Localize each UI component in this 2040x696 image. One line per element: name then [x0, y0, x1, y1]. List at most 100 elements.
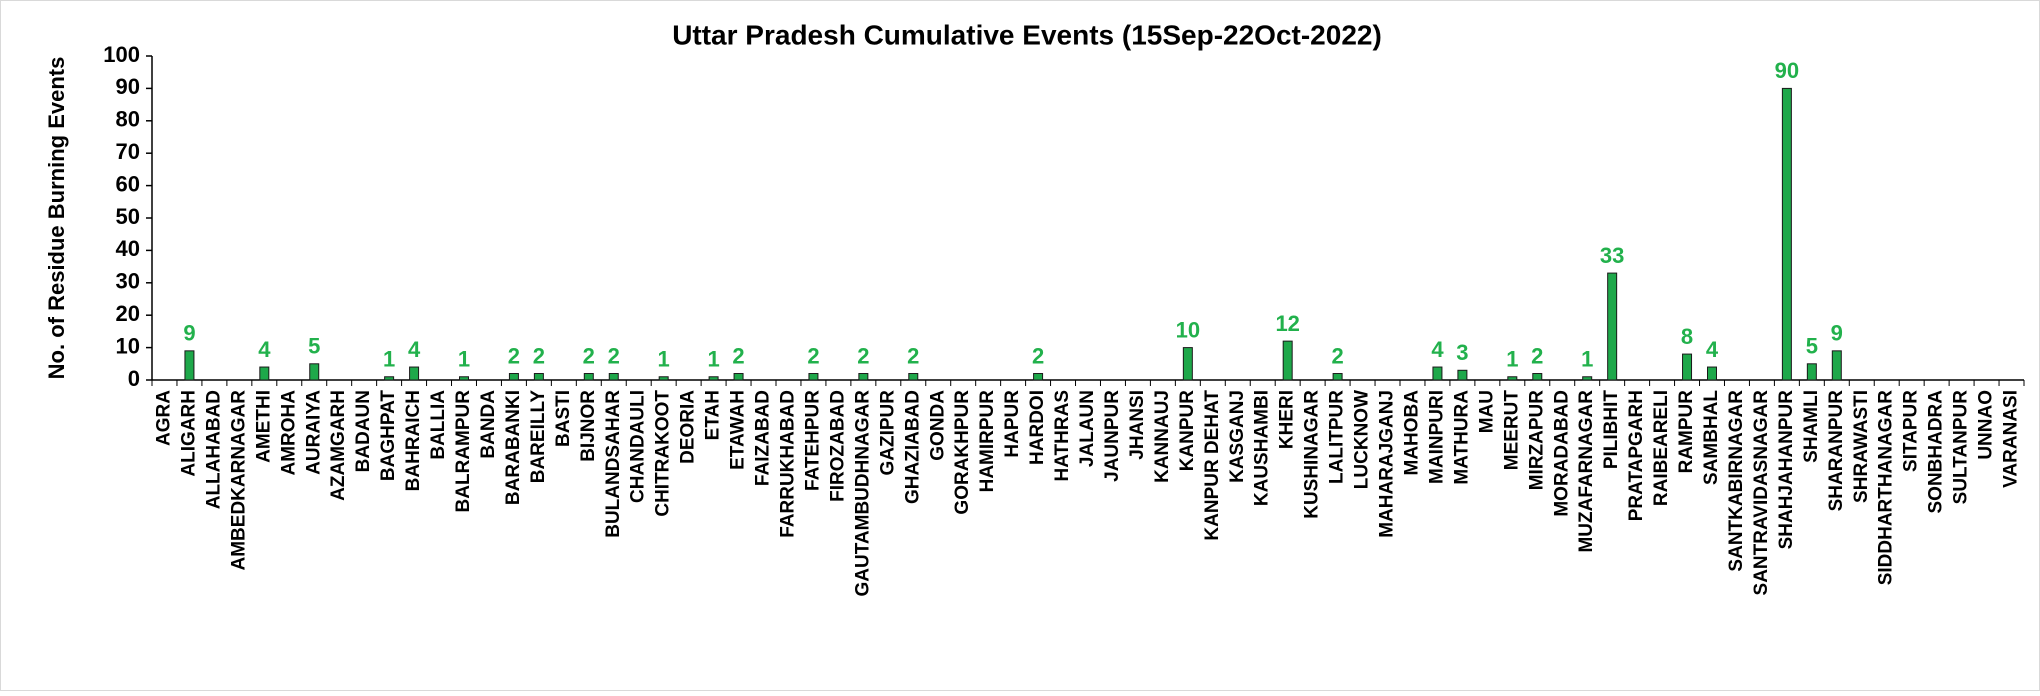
x-tick-label: GAUTAMBUDHNAGAR — [852, 390, 873, 597]
bar — [733, 373, 744, 381]
bar — [259, 366, 270, 381]
y-tick-label: 100 — [103, 42, 140, 67]
bar — [858, 373, 869, 381]
bar — [1182, 347, 1193, 381]
x-tick-label: RAIBEARELI — [1651, 390, 1672, 506]
y-tick-label: 10 — [116, 333, 140, 358]
x-tick-label: SHARANPUR — [1826, 390, 1847, 512]
x-tick-label: PILIBHIT — [1601, 390, 1622, 470]
x-tick-label: AGRA — [153, 390, 174, 446]
x-tick-label: KAUSHAMBI — [1252, 390, 1273, 506]
y-tick-label: 40 — [116, 236, 140, 261]
x-tick-label: ALLAHABAD — [203, 390, 224, 509]
x-tick-label: HAMIRPUR — [977, 390, 998, 493]
y-tick-label: 30 — [116, 269, 140, 294]
bar — [1457, 369, 1468, 381]
x-tick-label: GAZIPUR — [877, 390, 898, 476]
data-label: 1 — [658, 347, 670, 372]
x-tick-label: HATHRAS — [1052, 390, 1073, 481]
bar — [1806, 363, 1817, 381]
x-tick-label: MAINPURI — [1426, 390, 1447, 484]
bar — [533, 373, 544, 381]
x-tick-label: SAMBHAL — [1701, 390, 1722, 485]
x-tick-label: SITAPUR — [1901, 390, 1922, 472]
y-tick-label: 20 — [116, 301, 140, 326]
y-axis-label: No. of Residue Burning Events — [44, 57, 69, 380]
x-tick-label: MATHURA — [1451, 390, 1472, 485]
x-tick-label: UNNAO — [1976, 390, 1997, 460]
data-label: 1 — [707, 347, 719, 372]
x-tick-label: FIROZABAD — [827, 390, 848, 502]
x-tick-label: SANTRAVIDASNAGAR — [1751, 390, 1772, 596]
bar — [808, 373, 819, 381]
x-tick-label: CHANDAULI — [628, 390, 649, 503]
x-tick-label: MAHOBA — [1401, 390, 1422, 476]
data-label: 4 — [258, 337, 271, 362]
bar — [1507, 376, 1518, 381]
x-tick-label: FATEHPUR — [802, 390, 823, 491]
x-tick-label: BASTI — [553, 390, 574, 447]
x-tick-label: MUZAFARNAGAR — [1576, 390, 1597, 553]
bar — [1532, 373, 1543, 381]
x-tick-label: KANNAUJ — [1152, 390, 1173, 483]
x-tick-label: LALITPUR — [1327, 390, 1348, 484]
x-tick-label: GONDA — [927, 390, 948, 461]
x-tick-label: BADAUN — [353, 390, 374, 472]
data-label: 2 — [583, 343, 595, 368]
data-label: 3 — [1456, 340, 1468, 365]
bar — [309, 363, 320, 381]
x-tick-label: FAIZABAD — [753, 390, 774, 486]
x-tick-label: SIDDHARTHANAGAR — [1876, 390, 1897, 586]
x-tick-label: GHAZIABAD — [902, 390, 923, 504]
x-tick-label: MAHARAJGANJ — [1377, 390, 1398, 538]
x-tick-label: BAREILLY — [528, 390, 549, 484]
data-label: 10 — [1176, 317, 1200, 342]
bar — [608, 373, 619, 381]
x-tick-label: KHERI — [1277, 390, 1298, 449]
bar — [508, 373, 519, 381]
bar — [1607, 272, 1618, 381]
x-tick-label: VARANASI — [2001, 390, 2022, 488]
x-tick-label: AZAMGARH — [328, 390, 349, 501]
x-tick-label: BIJNOR — [578, 390, 599, 462]
bar — [1332, 373, 1343, 381]
x-tick-label: ETAH — [703, 390, 724, 440]
x-tick-label: BALRAMPUR — [453, 390, 474, 513]
x-tick-label: RAMPUR — [1676, 390, 1697, 474]
bar — [409, 366, 420, 381]
data-label: 2 — [533, 343, 545, 368]
x-tick-label: HARDOI — [1027, 390, 1048, 465]
x-tick-label: MORADABAD — [1551, 390, 1572, 517]
x-tick-label: MIRZAPUR — [1526, 390, 1547, 491]
x-tick-label: SONBHADRA — [1926, 390, 1947, 514]
x-tick-label: SULTANPUR — [1951, 390, 1972, 505]
bar — [1582, 376, 1593, 381]
y-tick-label: 80 — [116, 107, 140, 132]
y-tick-label: 0 — [128, 366, 140, 391]
data-label: 9 — [183, 321, 195, 346]
y-tick-label: 90 — [116, 74, 140, 99]
x-tick-label: AMROHA — [278, 390, 299, 476]
y-tick-label: 70 — [116, 139, 140, 164]
data-label: 2 — [807, 343, 819, 368]
data-label: 5 — [308, 334, 320, 359]
x-tick-label: AMBEDKARNAGAR — [228, 390, 249, 571]
data-label: 1 — [1506, 347, 1518, 372]
x-tick-label: BULANDSAHAR — [603, 390, 624, 538]
data-label: 1 — [383, 347, 395, 372]
data-label: 8 — [1681, 324, 1693, 349]
y-tick-label: 60 — [116, 171, 140, 196]
data-label: 2 — [608, 343, 620, 368]
x-tick-label: BANDA — [478, 390, 499, 459]
x-tick-label: ETAWAH — [728, 390, 749, 470]
data-label: 2 — [732, 343, 744, 368]
x-tick-label: ALIGARH — [178, 390, 199, 477]
x-tick-label: MEERUT — [1501, 390, 1522, 471]
bar — [908, 373, 919, 381]
bar — [708, 376, 719, 381]
x-tick-label: SHAMLI — [1801, 390, 1822, 463]
x-tick-label: KUSHINAGAR — [1302, 390, 1323, 519]
